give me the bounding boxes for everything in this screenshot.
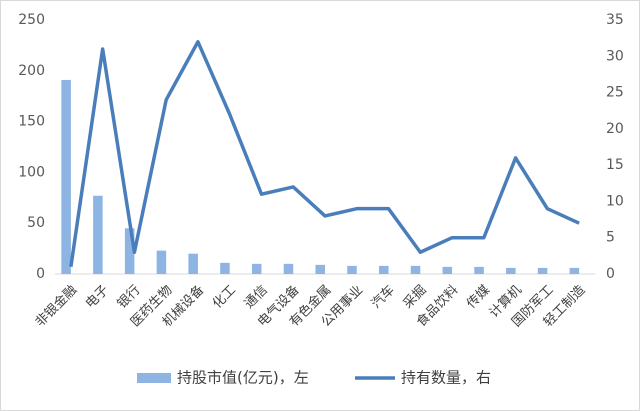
- legend-label: 持股市值(亿元)，左: [177, 369, 309, 387]
- bar: [61, 79, 71, 274]
- y2-tick-label: 15: [606, 157, 624, 173]
- bar: [569, 267, 580, 274]
- bar: [506, 267, 516, 274]
- y2-tick-label: 30: [606, 48, 624, 64]
- y2-tick-label: 25: [606, 85, 624, 101]
- bar: [283, 263, 294, 274]
- y-tick-label: 50: [27, 215, 45, 231]
- y2-tick-label: 35: [606, 12, 624, 28]
- bar: [251, 263, 262, 274]
- bar: [220, 262, 230, 274]
- line: [69, 40, 580, 267]
- bar: [379, 265, 389, 274]
- bar: [442, 266, 453, 274]
- y-tick-label: 100: [18, 164, 45, 180]
- bar: [93, 195, 103, 274]
- bar: [124, 228, 135, 274]
- y-tick-label: 250: [18, 12, 45, 28]
- bar: [474, 266, 484, 274]
- y-tick-label: 200: [18, 63, 45, 79]
- y-tick-label: 0: [36, 266, 45, 282]
- y2-tick-label: 10: [606, 193, 624, 209]
- y2-tick-label: 0: [606, 266, 615, 282]
- bar: [537, 267, 548, 274]
- y2-tick-label: 5: [606, 230, 615, 246]
- legend-label: 持有数量，右: [401, 369, 491, 387]
- bar: [188, 253, 198, 274]
- bar: [315, 264, 325, 274]
- legend-swatch: [137, 373, 171, 383]
- y-tick-label: 150: [18, 114, 45, 130]
- bar: [410, 265, 421, 274]
- y2-tick-label: 20: [606, 121, 624, 137]
- bar: [347, 265, 357, 274]
- bar: [156, 250, 167, 274]
